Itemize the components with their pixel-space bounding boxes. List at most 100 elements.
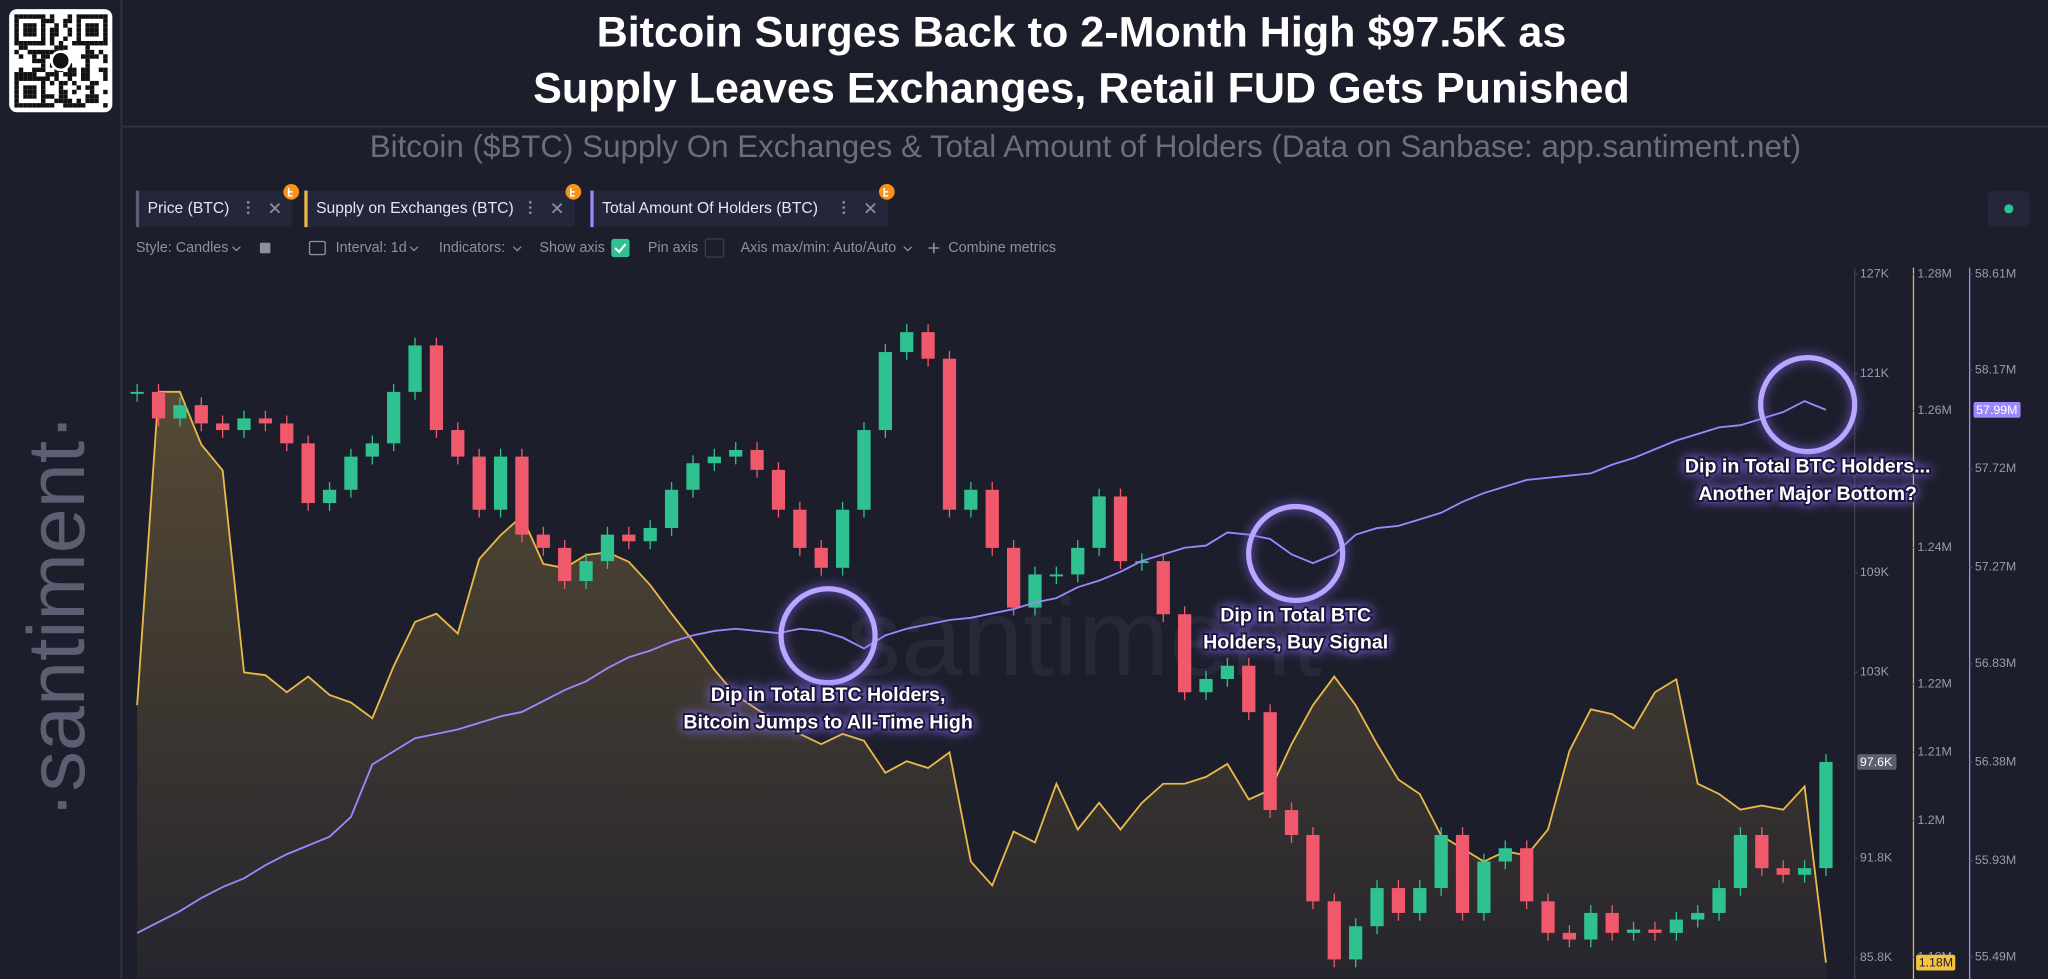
color-swatch[interactable] [259,242,271,254]
annotation-text: Dip in Total BTC Holders, [711,684,946,706]
legend-tab[interactable]: Supply on Exchanges (BTC) [304,184,582,228]
toolbar-item[interactable]: Indicators: [439,240,505,256]
qr-cell [85,32,90,37]
qr-cell [32,32,37,37]
qr-cell [103,40,108,46]
qr-cell [23,32,28,37]
qr-cell [41,89,46,95]
qr-cell [14,80,19,86]
qr-cell [41,63,46,68]
qr-cell [85,72,90,77]
qr-cell [85,76,90,81]
candle-body [985,489,999,548]
qr-cell [27,23,33,28]
toolbar-item[interactable]: Axis max/min: Auto/Auto [741,240,897,256]
qr-cell [103,72,108,77]
qr-cell [98,40,104,46]
qr-cell [72,67,77,73]
toolbar-item[interactable]: Interval: 1d [336,240,407,256]
qr-cell [85,14,90,19]
tab-close[interactable] [865,203,876,214]
candle-body [493,456,508,510]
qr-cell [76,103,81,108]
qr-cell [103,54,108,59]
candle-body [1413,888,1427,913]
qr-cell [58,45,64,50]
qr-cell [103,32,108,37]
candle-body [878,352,892,431]
tab-close[interactable] [551,203,563,214]
qr-cell [103,14,108,19]
qr-cell [76,36,81,41]
qr-cell [76,23,81,28]
toolbar-item[interactable]: Pin axis [648,240,698,256]
candle-body [151,391,166,419]
bitcoin-badge-mark [569,187,575,197]
candle-body [1242,665,1256,713]
dropdown-caret [232,246,241,252]
candle-body [1498,848,1512,862]
y-tick-label: 1.24M [1917,540,1951,554]
qr-cell [32,27,37,33]
tab-close[interactable] [269,203,281,214]
qr-cell [18,54,24,59]
qr-cell [14,36,19,41]
annotation-circle [1758,355,1858,455]
qr-cell [76,18,81,24]
toolbar-item[interactable]: Show axis [539,240,604,256]
last-value-badge [1916,954,1956,971]
tab-accent [590,190,594,228]
qr-cell [32,103,37,108]
qr-cell [27,32,33,37]
candle-body [1349,926,1363,960]
show-axis-checkbox[interactable] [611,238,630,258]
qr-cell [41,49,46,55]
candle-body [1797,868,1812,875]
qr-cell [36,67,42,73]
candle-body [1306,834,1320,902]
candle-body [835,509,850,568]
qr-cell [67,76,73,81]
candle-body [1755,834,1769,869]
qr-cell [85,98,90,104]
qr-cell [72,80,77,86]
qr-cell [14,40,19,46]
qr-cell [23,85,28,90]
toggle-dot [2004,204,2014,214]
toolbar-item[interactable]: Style: Candles [136,240,229,256]
qr-cell [18,103,24,108]
plus-icon [928,242,940,254]
qr-cell [14,14,19,19]
candle-body [1135,561,1149,564]
candle-body [1028,574,1042,608]
qr-cell [32,89,37,95]
qr-cell [41,85,46,90]
last-value-label: 57.99M [1976,403,2017,417]
qr-cell [27,76,33,81]
toolbar-item[interactable]: Combine metrics [948,240,1056,256]
qr-cell [98,14,104,19]
qr-cell [89,27,95,33]
qr-cell [58,80,64,86]
y-tick-label: 1.2M [1917,813,1945,827]
qr-cell [36,40,42,46]
candle-body [1712,888,1726,913]
qr-cell [18,76,24,81]
qr-cell [63,18,68,24]
legend-tab[interactable]: Price (BTC) [135,184,300,228]
qr-cell [76,40,81,46]
qr-cell [41,54,46,59]
candle-body [1562,932,1577,940]
candle-body [1733,834,1748,889]
tab-background [135,190,293,228]
qr-cell [23,27,28,33]
qr-cell [23,89,28,95]
legend-tab[interactable]: Total Amount Of Holders (BTC) [590,184,895,228]
qr-cell [94,14,99,19]
candle-body [729,449,743,457]
qr-cell [45,76,50,81]
qr-cell [14,49,19,55]
pin-axis-checkbox[interactable] [704,238,725,258]
qr-cell [49,36,55,41]
qr-cell [85,23,90,28]
